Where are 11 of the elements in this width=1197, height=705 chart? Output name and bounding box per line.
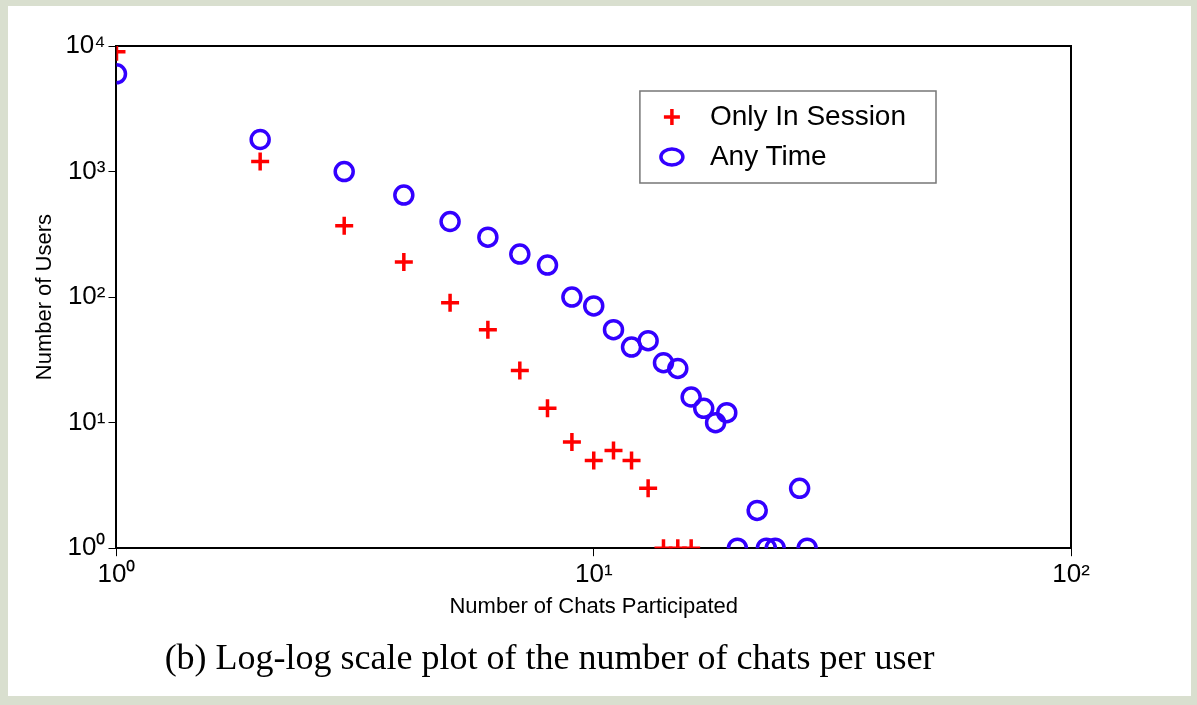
x-tick-label: 10² — [1052, 557, 1091, 588]
x-tick-label: 10¹ — [574, 557, 613, 588]
y-tick-label: 10⁴ — [65, 29, 106, 60]
legend-label: Only In Session — [709, 99, 907, 131]
text: (b) Log-log scale plot of the number of chats per user — [164, 636, 935, 677]
legend-label: Any Time — [709, 139, 827, 171]
x-axis-title: Number of Chats Participated — [449, 592, 739, 618]
y-axis-title: Number of Users — [31, 213, 57, 381]
y-tick-label: 10³ — [67, 154, 106, 185]
y-tick-label: 10¹ — [67, 405, 106, 436]
y-tick-label: 10² — [67, 280, 106, 311]
